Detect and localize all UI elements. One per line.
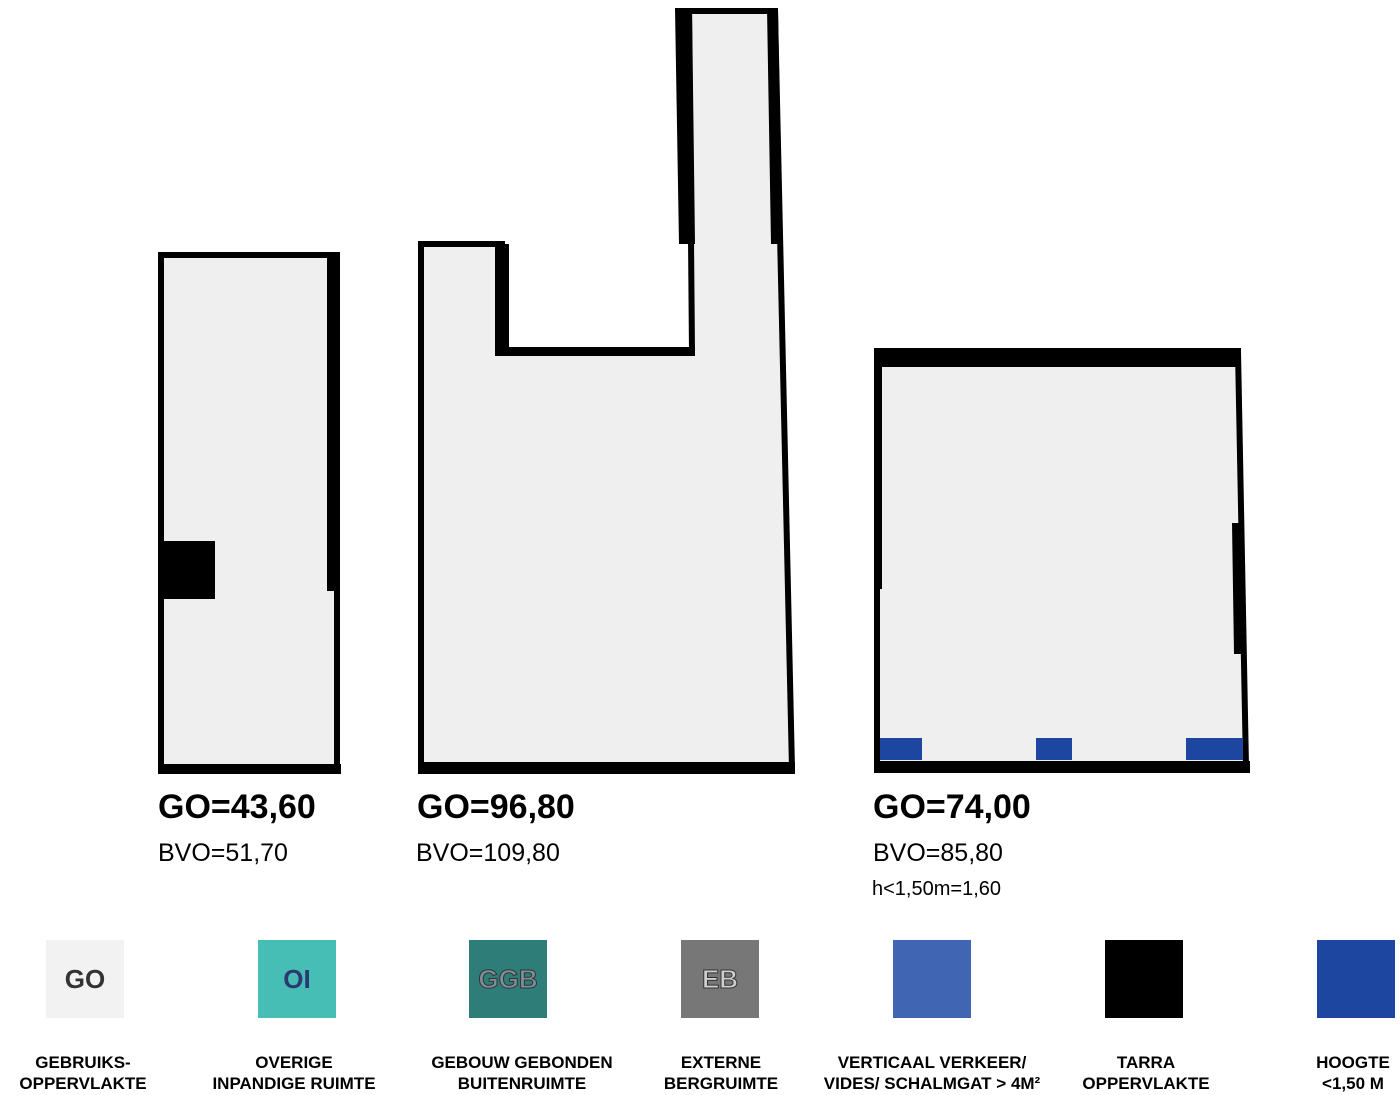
- floor-plan-1: [158, 252, 341, 774]
- plan-1-wall-bottom: [158, 764, 341, 774]
- plan-1-area: [158, 252, 340, 774]
- legend-label-eb-line2: BERGRUIMTE: [663, 1074, 779, 1093]
- plan-2-area: [418, 7, 796, 772]
- legend-label-ggb-line1: GEBOUW GEBONDEN: [431, 1053, 613, 1072]
- legend-swatch-tarra: [1105, 940, 1183, 1018]
- legend-label-tarra-line1: TARRA: [1116, 1053, 1176, 1072]
- plan-3-bvo-label: BVO=85,80: [873, 839, 1003, 867]
- legend-label-hoogte-line1: HOOGTE: [1316, 1053, 1390, 1072]
- plan-3-wall-bottom: [874, 761, 1250, 773]
- legend-label-ggb-line2: BUITENRUIMTE: [457, 1074, 587, 1093]
- legend-label-ggb: GEBOUW GEBONDEN BUITENRUIMTE: [392, 1052, 652, 1094]
- legend-code-ggb: GGB: [478, 963, 538, 994]
- plan-1-bvo-label: BVO=51,70: [158, 839, 288, 867]
- legend-label-hoogte: HOOGTE <1,50 M: [1223, 1052, 1400, 1094]
- plan-3-low-height-label: h<1,50m=1,60: [872, 878, 1001, 900]
- plan-3-low-height-3: [1186, 738, 1243, 760]
- plan-1-tarra-block: [161, 541, 215, 599]
- legend-label-oi-line1: OVERIGE: [255, 1053, 333, 1072]
- legend-label-vertical-traffic: VERTICAAL VERKEER/ VIDES/ SCHALMGAT > 4M…: [802, 1052, 1062, 1094]
- floor-plan-3: [874, 348, 1250, 773]
- plan-2-wall-lower: [495, 347, 695, 356]
- plan-2-bvo-label: BVO=109,80: [416, 839, 560, 867]
- legend-label-tarra: TARRA OPPERVLAKTE: [1016, 1052, 1276, 1094]
- plan-1-wall-right: [327, 255, 339, 591]
- legend-swatch-hoogte: [1317, 940, 1395, 1018]
- legend-swatch-vertical-traffic: [893, 940, 971, 1018]
- plan-2-wall-left: [495, 244, 509, 356]
- legend-label-vertical-line2: VIDES/ SCHALMGAT > 4M²: [823, 1074, 1041, 1093]
- plan-2-wall-shaft-right: [767, 8, 782, 244]
- legend-label-oi-line2: INPANDIGE RUIMTE: [212, 1074, 376, 1093]
- plan-1-go-label: GO=43,60: [158, 788, 316, 826]
- plan-2-wall-shaft-left: [675, 8, 695, 244]
- plan-3-area: [874, 348, 1250, 770]
- legend-label-tarra-line2: OPPERVLAKTE: [1082, 1074, 1210, 1093]
- plan-3-low-height-2: [1036, 738, 1072, 760]
- legend-label-eb: EXTERNE BERGRUIMTE: [591, 1052, 851, 1094]
- plan-3-go-label: GO=74,00: [873, 788, 1031, 826]
- plan-2-wall-bottom: [418, 762, 795, 774]
- legend-swatch-eb: EB: [681, 940, 759, 1018]
- legend-label-go: GEBRUIKS- OPPERVLAKTE: [0, 1052, 213, 1094]
- plan-3-low-height-1: [880, 738, 922, 760]
- legend-label-go-line1: GEBRUIKS-: [35, 1053, 131, 1072]
- legend-code-go: GO: [64, 963, 106, 994]
- plan-3-wall-right: [1232, 523, 1244, 654]
- legend-code-oi: OI: [283, 963, 311, 994]
- legend-label-hoogte-line2: <1,50 M: [1322, 1074, 1384, 1093]
- floor-plan-2: [418, 7, 796, 774]
- legend-label-eb-line1: EXTERNE: [680, 1053, 762, 1072]
- floor-plans: [158, 7, 1250, 774]
- legend-label-oi: OVERIGE INPANDIGE RUIMTE: [164, 1052, 424, 1094]
- legend-swatch-ggb: GGB: [469, 940, 547, 1018]
- plan-2-go-label: GO=96,80: [417, 788, 575, 826]
- legend-label-vertical-line1: VERTICAAL VERKEER/: [837, 1053, 1027, 1072]
- plan-3-wall-top: [874, 348, 1241, 367]
- legend-code-eb: EB: [701, 963, 739, 994]
- plan-3-wall-left: [874, 351, 882, 589]
- legend-swatch-oi: OI: [258, 940, 336, 1018]
- legend-label-go-line2: OPPERVLAKTE: [19, 1074, 147, 1093]
- legend-swatch-go: GO: [46, 940, 124, 1018]
